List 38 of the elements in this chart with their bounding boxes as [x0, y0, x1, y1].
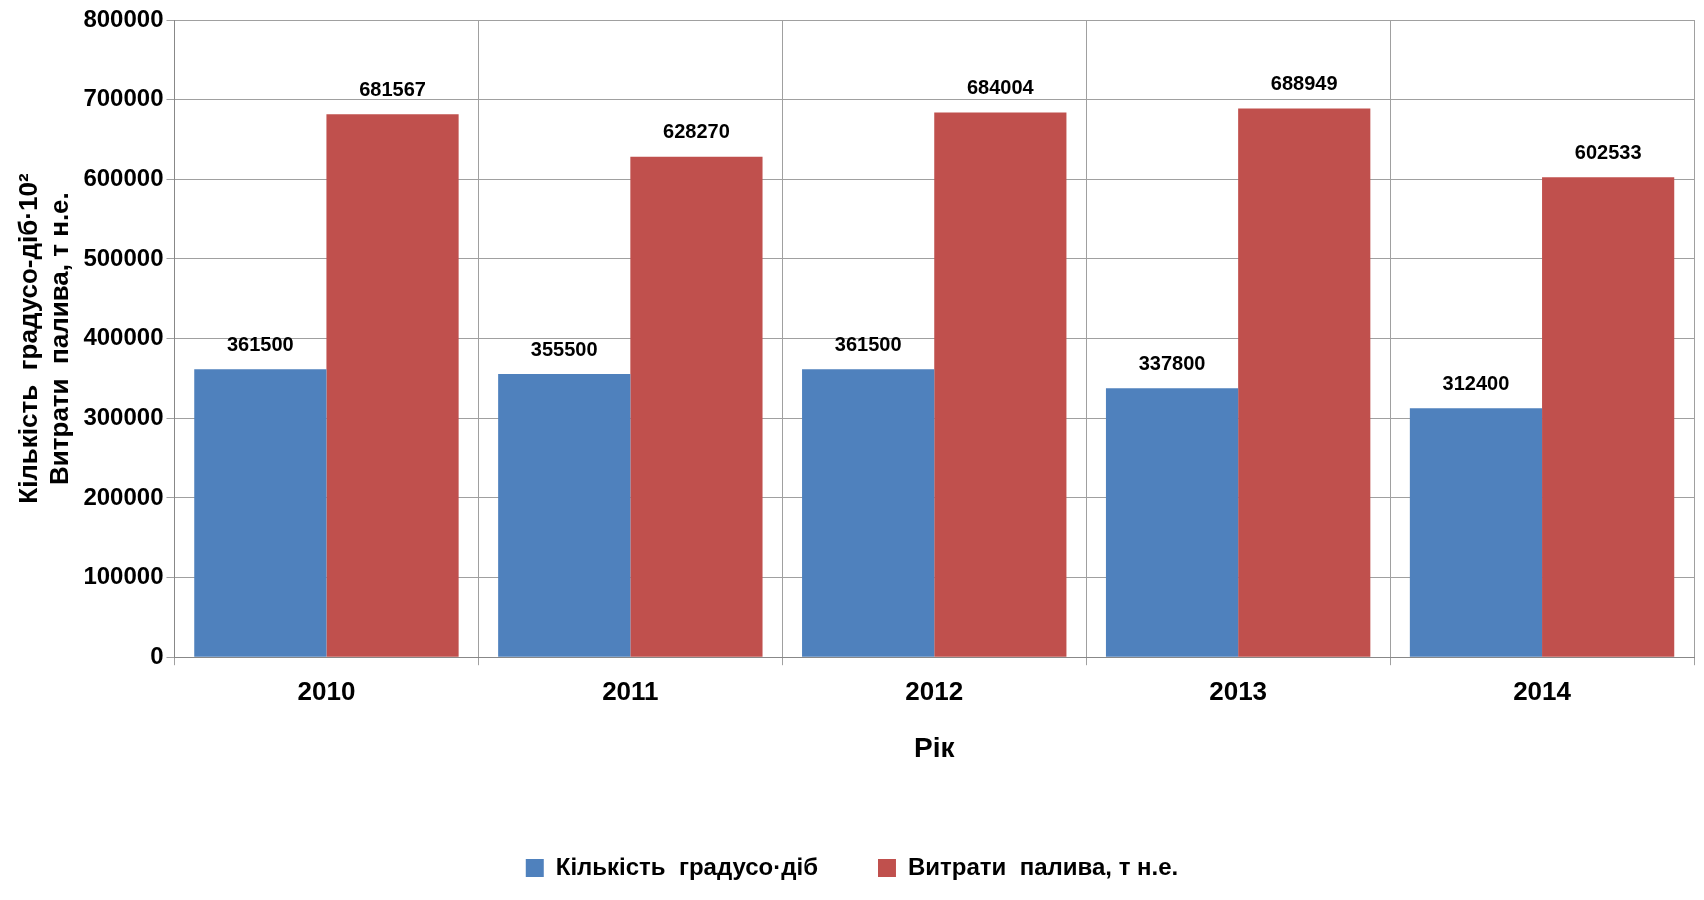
y-tick-label: 800000: [83, 4, 164, 32]
x-tick-label: 2011: [602, 675, 659, 706]
bar: [498, 374, 631, 657]
data-label: 681567: [359, 77, 426, 100]
data-label: 361500: [226, 332, 294, 355]
y-tick-label: 100000: [83, 562, 164, 590]
data-label: 684004: [966, 75, 1035, 98]
bar: [194, 369, 327, 657]
data-label: 361500: [834, 332, 902, 355]
y-tick-label: 200000: [83, 482, 164, 510]
data-label: 602533: [1574, 140, 1642, 163]
data-label: 337800: [1138, 351, 1206, 374]
x-tick-label: 2013: [1209, 675, 1268, 706]
x-tick-label: 2014: [1513, 675, 1572, 706]
y-tick-label: 700000: [83, 84, 164, 112]
bar: [934, 112, 1067, 657]
y-tick-label: 0: [150, 641, 164, 669]
x-tick-label: 2010: [297, 675, 356, 706]
x-axis-title: Рік: [914, 731, 956, 763]
y-tick-label: 400000: [83, 323, 164, 351]
y-tick-label: 600000: [83, 163, 164, 191]
bar: [326, 114, 459, 657]
bar: [802, 369, 935, 657]
bar: [1542, 177, 1675, 657]
bar: [630, 156, 763, 657]
y-tick-label: 300000: [83, 402, 164, 430]
data-label: 355500: [530, 337, 598, 360]
bar: [1105, 388, 1239, 657]
data-label: 312400: [1442, 371, 1510, 394]
bar: [1409, 408, 1543, 657]
y-axis-title: Кількість градусо-діб·10² Витрати палива, т н.е.: [12, 173, 74, 504]
y-tick-label: 500000: [83, 243, 164, 271]
data-label: 688949: [1270, 71, 1338, 94]
x-tick-label: 2012: [905, 675, 964, 706]
legend-label: Витрати палива, т н.е.: [907, 852, 1179, 880]
data-label: 628270: [663, 120, 730, 143]
bar: [1238, 108, 1371, 657]
legend-label: Кількість градусо·діб: [555, 852, 818, 880]
